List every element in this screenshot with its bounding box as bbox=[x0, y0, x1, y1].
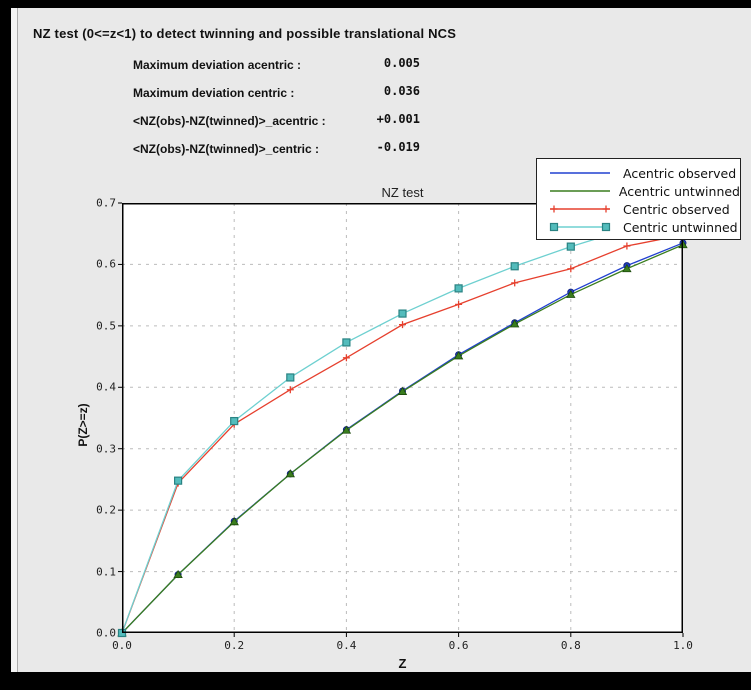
x-tick-label: 0.4 bbox=[336, 639, 357, 652]
stat-label: <NZ(obs)-NZ(twinned)>_acentric : bbox=[133, 114, 326, 128]
stat-value: +0.001 bbox=[376, 112, 420, 126]
legend-label: Centric untwinned bbox=[623, 219, 738, 235]
curve-acentric-untwinned bbox=[117, 239, 688, 637]
curve-acentric-observed bbox=[118, 239, 687, 637]
plot-frame bbox=[122, 203, 683, 633]
x-tick-label: 0.0 bbox=[112, 639, 132, 652]
content-panel: NZ test (0<=z<1) to detect twinning and … bbox=[11, 8, 751, 672]
x-tick-label: 0.8 bbox=[560, 639, 581, 652]
stat-label: Maximum deviation centric : bbox=[133, 86, 295, 100]
y-tick-label: 0.3 bbox=[96, 442, 116, 456]
legend-label: Centric observed bbox=[623, 201, 730, 217]
legend-item-centric-observed: Centric observed bbox=[537, 200, 740, 218]
plot-area bbox=[117, 202, 688, 638]
nz-test-figure: NZ test P(Z>=z) 0.0 0.2 0.4 0.6 0.8 1.0 0.0 0.1… bbox=[11, 158, 751, 672]
stat-value: 0.005 bbox=[383, 56, 420, 70]
y-tick-label: 0.5 bbox=[96, 319, 116, 333]
y-tick-label: 0.0 bbox=[96, 626, 116, 640]
legend-label: Acentric untwinned bbox=[618, 183, 740, 199]
legend-sample-triangle-icon bbox=[550, 190, 610, 192]
plot-title: NZ test bbox=[381, 185, 424, 200]
page-title: NZ test (0<=z<1) to detect twinning and … bbox=[33, 26, 457, 41]
legend-item-acentric-observed: Acentric observed bbox=[537, 164, 740, 182]
stat-row: Maximum deviation centric : 0.036 bbox=[133, 84, 443, 100]
stat-label: <NZ(obs)-NZ(twinned)>_centric : bbox=[133, 142, 320, 156]
y-tick-label: 0.1 bbox=[96, 565, 116, 579]
stat-row: <NZ(obs)-NZ(twinned)>_centric : -0.019 bbox=[133, 140, 443, 156]
legend-label: Acentric observed bbox=[623, 165, 737, 181]
curve-centric-observed bbox=[118, 231, 687, 637]
stat-row: Maximum deviation acentric : 0.005 bbox=[133, 56, 443, 72]
legend-item-centric-untwinned: Centric untwinned bbox=[537, 218, 740, 236]
y-tick-label: 0.6 bbox=[96, 257, 116, 271]
gridlines bbox=[122, 203, 683, 633]
x-tick-label: 0.2 bbox=[224, 639, 245, 652]
legend-sample-circle-icon bbox=[550, 172, 610, 174]
x-tick-label: 1.0 bbox=[673, 639, 693, 652]
legend: Acentric observed Acentric untwinned Centr… bbox=[536, 158, 741, 240]
legend-item-acentric-untwinned: Acentric untwinned bbox=[537, 182, 740, 200]
y-tick-label: 0.2 bbox=[96, 503, 116, 517]
stat-row: <NZ(obs)-NZ(twinned)>_acentric : +0.001 bbox=[133, 112, 443, 128]
x-axis-label: Z bbox=[398, 656, 407, 671]
legend-sample-plus-icon bbox=[550, 205, 610, 213]
y-tick-label: 0.4 bbox=[96, 380, 116, 394]
curve-centric-untwinned bbox=[117, 209, 688, 638]
stat-value: -0.019 bbox=[376, 140, 420, 154]
x-tick-label: 0.6 bbox=[448, 639, 469, 652]
stat-value: 0.036 bbox=[383, 84, 420, 98]
y-tick-label: 0.7 bbox=[96, 196, 116, 210]
nz-test-chart bbox=[117, 202, 688, 638]
panel-left-edge bbox=[11, 8, 18, 672]
stat-label: Maximum deviation acentric : bbox=[133, 58, 302, 72]
legend-sample-square-icon bbox=[549, 222, 611, 232]
